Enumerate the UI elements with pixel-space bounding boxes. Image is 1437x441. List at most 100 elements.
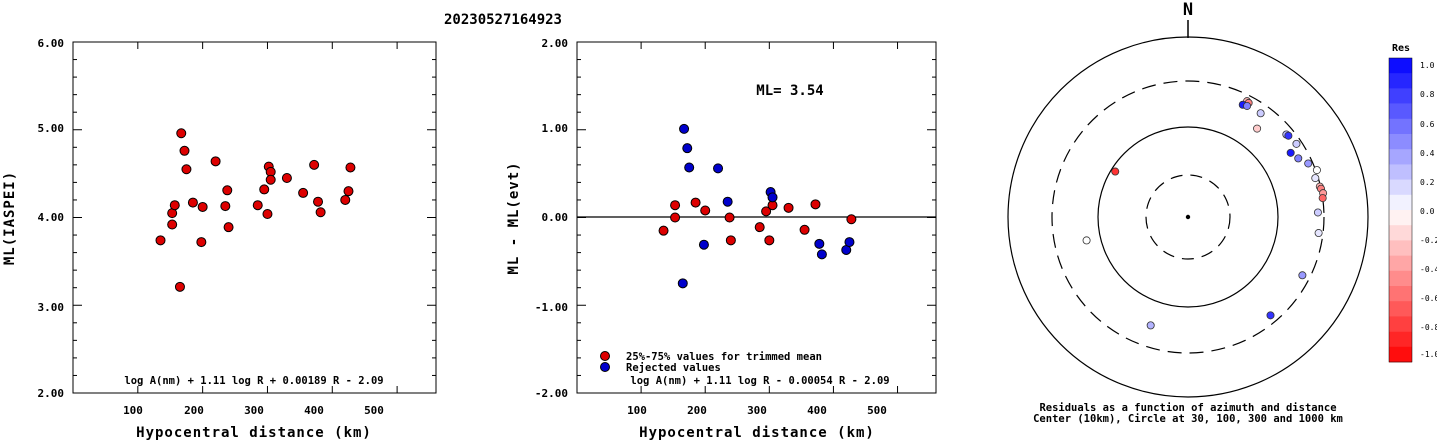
- rejected-data-point: [816, 249, 827, 260]
- left-data-point: [167, 219, 178, 230]
- left-ticks: [73, 41, 436, 394]
- left-data-point: [340, 194, 351, 205]
- colorbar-cell: [1389, 331, 1412, 348]
- colorbar-cell: [1389, 225, 1412, 241]
- center-point: [1185, 214, 1191, 220]
- residual-point: [1266, 311, 1275, 320]
- mid-panel: -2.00 -1.00 0.00 1.00 2.00 100 200 300 4…: [506, 37, 937, 441]
- left-plot-frame: [72, 41, 437, 394]
- left-data-point: [220, 201, 231, 212]
- residual-point: [1146, 321, 1155, 330]
- colorbar-label: -0.4: [1420, 265, 1437, 274]
- left-data-point: [281, 173, 292, 184]
- colorbar-cell: [1389, 346, 1412, 363]
- used-data-point: [810, 199, 821, 210]
- residual-point: [1313, 208, 1322, 217]
- rejected-data-point: [677, 278, 688, 289]
- colorbar-frame: [1388, 57, 1413, 363]
- mid-y-tick-label: 0.00: [542, 211, 569, 224]
- colorbar-cell: [1389, 301, 1412, 317]
- left-data-point: [179, 145, 190, 156]
- left-data-point: [155, 235, 166, 246]
- left-x-tick-label: 300: [244, 404, 264, 417]
- colorbar-cells: [1389, 58, 1412, 363]
- ml-value-annotation: ML= 3.54: [756, 83, 823, 99]
- mid-y-tick-label: -1.00: [535, 301, 568, 314]
- colorbar-title: Res: [1392, 43, 1410, 54]
- left-data-point: [222, 185, 233, 196]
- left-data-point: [210, 156, 221, 167]
- used-data-point: [799, 224, 810, 235]
- legend-used-label: 25%-75% values for trimmed mean: [626, 351, 822, 363]
- rejected-data-point: [713, 163, 724, 174]
- used-data-point: [658, 225, 669, 236]
- colorbar-label: 0.6: [1420, 120, 1435, 129]
- left-data-point: [197, 201, 208, 212]
- colorbar-label: -0.6: [1420, 294, 1437, 303]
- colorbar-cell: [1389, 255, 1412, 272]
- polar-points: [1082, 97, 1328, 330]
- left-data-point: [169, 200, 180, 211]
- mid-y-tick-label: 1.00: [542, 122, 569, 135]
- colorbar-cell: [1389, 240, 1412, 256]
- left-points: [155, 128, 356, 292]
- residual-point: [1082, 236, 1091, 245]
- left-data-point: [309, 159, 320, 170]
- left-data-point: [223, 222, 234, 233]
- mid-x-tick-label: 100: [627, 404, 647, 417]
- colorbar-cell: [1389, 164, 1412, 180]
- rejected-data-point: [698, 239, 709, 250]
- colorbar-label: -0.8: [1420, 323, 1437, 332]
- circle-100km: [1097, 126, 1279, 308]
- colorbar-cell: [1389, 149, 1412, 165]
- colorbar-label: 0.0: [1420, 207, 1435, 216]
- residual-point: [1312, 166, 1321, 175]
- rejected-data-point: [767, 192, 778, 203]
- residual-point: [1311, 174, 1320, 183]
- left-x-axis-label: Hypocentral distance (km): [136, 425, 372, 441]
- colorbar-cell: [1389, 179, 1412, 196]
- colorbar-cell: [1389, 194, 1412, 211]
- left-data-point: [345, 162, 356, 173]
- polar-caption-2: Center (10km), Circle at 30, 100, 300 an…: [1033, 413, 1343, 425]
- left-data-point: [259, 184, 270, 195]
- colorbar-label: 0.4: [1420, 149, 1435, 158]
- left-data-point: [196, 237, 207, 248]
- rejected-data-point: [682, 143, 693, 154]
- mid-y-tick-label: 2.00: [542, 37, 569, 50]
- mid-x-tick-label: 500: [867, 404, 887, 417]
- mid-formula: log A(nm) + 1.11 log R - 0.00054 R - 2.0…: [630, 375, 889, 387]
- left-data-point: [315, 207, 326, 218]
- used-data-point: [761, 206, 772, 217]
- used-data-point: [846, 214, 857, 225]
- used-data-point: [724, 212, 735, 223]
- left-x-tick-label: 500: [364, 404, 384, 417]
- mid-ticks: [577, 41, 936, 394]
- left-data-point: [252, 200, 263, 211]
- left-data-point: [298, 187, 309, 198]
- colorbar-cell: [1389, 270, 1412, 287]
- colorbar-cell: [1389, 210, 1412, 226]
- residual-point: [1294, 154, 1303, 163]
- left-y-axis-label: ML(IASPEI): [2, 171, 18, 265]
- left-y-tick-label: 6.00: [38, 37, 65, 50]
- residual-point: [1304, 159, 1313, 168]
- used-data-point: [764, 235, 775, 246]
- left-x-tick-label: 400: [304, 404, 324, 417]
- polar-caption-1: Residuals as a function of azimuth and d…: [1039, 402, 1336, 414]
- used-data-point: [690, 197, 701, 208]
- used-data-point: [725, 235, 736, 246]
- left-data-point: [174, 281, 185, 292]
- colorbar-cell: [1389, 316, 1412, 332]
- left-data-point: [187, 197, 198, 208]
- left-data-point: [343, 186, 354, 197]
- left-panel: 2.00 3.00 4.00 5.00 6.00 100 200 300 400…: [2, 37, 437, 441]
- left-data-point: [181, 164, 192, 175]
- left-y-tick-label: 3.00: [38, 301, 65, 314]
- figure-title: 20230527164923: [444, 12, 562, 28]
- used-data-point: [700, 205, 711, 216]
- colorbar-cell: [1389, 103, 1412, 120]
- colorbar-cell: [1389, 58, 1412, 74]
- legend-rejected-label: Rejected values: [626, 362, 721, 374]
- circle-300km: [1051, 80, 1325, 354]
